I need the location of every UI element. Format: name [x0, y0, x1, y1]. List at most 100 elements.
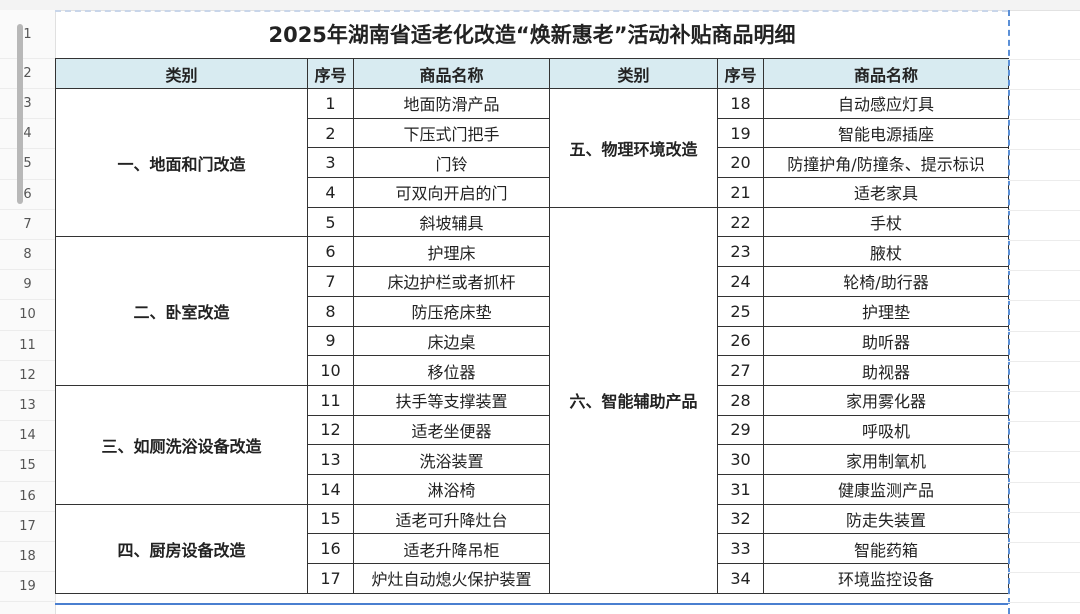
index-cell[interactable]: 15: [307, 503, 354, 535]
index-cell[interactable]: 1: [307, 88, 354, 119]
row-number[interactable]: 13: [0, 391, 55, 422]
row-number[interactable]: 6: [0, 180, 55, 210]
row-number[interactable]: 1: [0, 10, 55, 59]
empty-cell[interactable]: [1008, 421, 1080, 453]
product-name-cell[interactable]: 淋浴椅: [353, 473, 550, 505]
product-name-cell[interactable]: 适老家具: [763, 177, 1009, 208]
product-name-cell[interactable]: 轮椅/助行器: [763, 266, 1009, 297]
header-name[interactable]: 商品名称: [353, 58, 550, 89]
row-number[interactable]: 3: [0, 89, 55, 120]
product-name-cell[interactable]: 家用雾化器: [763, 384, 1009, 416]
row-number[interactable]: 15: [0, 451, 55, 482]
row-number[interactable]: 12: [0, 361, 55, 391]
index-cell[interactable]: 12: [307, 414, 354, 446]
category-cell[interactable]: 四、厨房设备改造: [55, 503, 308, 594]
product-name-cell[interactable]: 助听器: [763, 325, 1009, 357]
product-name-cell[interactable]: 呼吸机: [763, 414, 1009, 446]
product-name-cell[interactable]: 适老坐便器: [353, 414, 550, 446]
product-name-cell[interactable]: 适老可升降灶台: [353, 503, 550, 535]
product-name-cell[interactable]: 防撞护角/防撞条、提示标识: [763, 147, 1009, 179]
product-name-cell[interactable]: 斜坡辅具: [353, 206, 550, 238]
empty-cell[interactable]: [1008, 240, 1080, 272]
index-cell[interactable]: 16: [307, 533, 354, 564]
row-number[interactable]: 10: [0, 300, 55, 331]
empty-cell[interactable]: [1008, 10, 1080, 60]
category-cell[interactable]: 五、物理环境改造: [549, 88, 718, 208]
empty-cell[interactable]: [1008, 482, 1080, 513]
category-cell[interactable]: 六、智能辅助产品: [549, 206, 718, 594]
index-cell[interactable]: 14: [307, 473, 354, 505]
index-cell[interactable]: 11: [307, 384, 354, 416]
empty-cell[interactable]: [1008, 180, 1080, 211]
header-index[interactable]: 序号: [307, 58, 354, 89]
product-name-cell[interactable]: 护理垫: [763, 295, 1009, 327]
row-number[interactable]: 2: [0, 59, 55, 89]
empty-cell[interactable]: [1008, 89, 1080, 121]
empty-cell[interactable]: [1008, 210, 1080, 241]
product-name-cell[interactable]: 智能药箱: [763, 533, 1009, 564]
row-number[interactable]: 18: [0, 542, 55, 573]
product-name-cell[interactable]: 健康监测产品: [763, 473, 1009, 505]
category-cell[interactable]: 一、地面和门改造: [55, 87, 308, 238]
product-name-cell[interactable]: 智能电源插座: [763, 117, 1009, 149]
index-cell[interactable]: 9: [307, 325, 354, 357]
empty-cell[interactable]: [1008, 451, 1080, 483]
index-cell[interactable]: 21: [717, 177, 764, 208]
index-cell[interactable]: 3: [307, 147, 354, 179]
header-category-2[interactable]: 类别: [549, 58, 718, 89]
index-cell[interactable]: 18: [717, 88, 764, 119]
product-name-cell[interactable]: 洗浴装置: [353, 444, 550, 475]
product-name-cell[interactable]: 手杖: [763, 206, 1009, 238]
index-cell[interactable]: 13: [307, 444, 354, 475]
empty-cell[interactable]: [1008, 300, 1080, 332]
product-name-cell[interactable]: 门铃: [353, 147, 550, 179]
index-cell[interactable]: 26: [717, 325, 764, 357]
product-name-cell[interactable]: 护理床: [353, 236, 550, 268]
header-name-2[interactable]: 商品名称: [763, 58, 1009, 89]
index-cell[interactable]: 34: [717, 563, 764, 594]
product-name-cell[interactable]: 炉灶自动熄火保护装置: [353, 563, 550, 594]
index-cell[interactable]: 32: [717, 503, 764, 535]
index-cell[interactable]: 24: [717, 266, 764, 297]
index-cell[interactable]: 33: [717, 533, 764, 564]
index-cell[interactable]: 28: [717, 384, 764, 416]
index-cell[interactable]: 8: [307, 295, 354, 327]
header-category[interactable]: 类别: [55, 58, 308, 89]
product-name-cell[interactable]: 环境监控设备: [763, 563, 1009, 594]
product-name-cell[interactable]: 下压式门把手: [353, 117, 550, 149]
category-cell[interactable]: 二、卧室改造: [55, 236, 308, 386]
index-cell[interactable]: 30: [717, 444, 764, 475]
index-cell[interactable]: 31: [717, 473, 764, 505]
index-cell[interactable]: 17: [307, 563, 354, 594]
row-number[interactable]: 19: [0, 572, 55, 603]
product-name-cell[interactable]: 助视器: [763, 355, 1009, 386]
row-number[interactable]: 11: [0, 331, 55, 361]
product-name-cell[interactable]: 防走失装置: [763, 503, 1009, 535]
empty-cell[interactable]: [1008, 149, 1080, 181]
index-cell[interactable]: 7: [307, 266, 354, 297]
product-name-cell[interactable]: 床边护栏或者抓杆: [353, 266, 550, 297]
empty-cell[interactable]: [1008, 361, 1080, 392]
empty-cell[interactable]: [1008, 331, 1080, 362]
row-number[interactable]: 16: [0, 482, 55, 512]
index-cell[interactable]: 2: [307, 117, 354, 149]
empty-cell[interactable]: [1008, 572, 1080, 604]
empty-cell[interactable]: [1008, 119, 1080, 151]
product-name-cell[interactable]: 扶手等支撑装置: [353, 384, 550, 416]
row-number[interactable]: 4: [0, 119, 55, 150]
index-cell[interactable]: 5: [307, 206, 354, 238]
row-number[interactable]: 17: [0, 512, 55, 542]
index-cell[interactable]: 22: [717, 206, 764, 238]
product-name-cell[interactable]: 腋杖: [763, 236, 1009, 268]
product-name-cell[interactable]: 移位器: [353, 355, 550, 386]
index-cell[interactable]: 27: [717, 355, 764, 386]
product-name-cell[interactable]: 地面防滑产品: [353, 88, 550, 119]
empty-cell[interactable]: [1008, 59, 1080, 90]
index-cell[interactable]: 29: [717, 414, 764, 446]
empty-cell[interactable]: [1008, 270, 1080, 302]
product-name-cell[interactable]: 家用制氧机: [763, 444, 1009, 475]
index-cell[interactable]: 23: [717, 236, 764, 268]
index-cell[interactable]: 10: [307, 355, 354, 386]
index-cell[interactable]: 4: [307, 177, 354, 208]
empty-cell[interactable]: [1008, 512, 1080, 543]
